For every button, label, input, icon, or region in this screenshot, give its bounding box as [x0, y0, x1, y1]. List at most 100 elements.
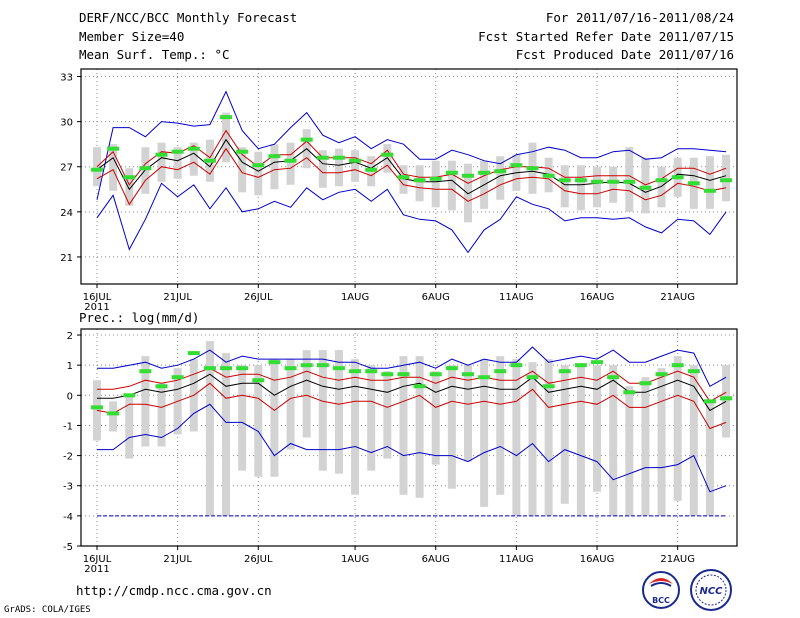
- prec-y-tick-label: -3: [63, 482, 73, 493]
- temp-spread-box: [447, 160, 456, 211]
- prec-x-tick-label: 21AUG: [660, 554, 695, 565]
- prec-observed-mark: [445, 366, 458, 371]
- prec-spread-box: [205, 341, 214, 516]
- prec-observed-mark: [91, 405, 103, 410]
- temp-x-tick-label: 21AUG: [660, 292, 695, 303]
- prec-spread-box: [415, 356, 424, 498]
- temp-spread-box: [157, 142, 166, 182]
- prec-observed-mark: [381, 372, 394, 377]
- temp-observed-mark: [445, 170, 458, 175]
- prec-spread-box: [157, 383, 166, 447]
- temp-min-line: [96, 182, 727, 254]
- prec-spread-box: [399, 356, 408, 495]
- temp-x-tick-label: 11AUG: [499, 292, 534, 303]
- prec-x-tick-label: 21JUL: [163, 554, 192, 565]
- temp-observed-mark: [720, 178, 733, 183]
- temp-observed-mark: [558, 178, 571, 183]
- prec-spread-box: [383, 371, 392, 459]
- temp-observed-mark: [429, 176, 442, 181]
- prec-y-tick-label: 1: [67, 361, 73, 372]
- temp-frame: [80, 68, 738, 285]
- prec-panel: -5 -4 -3 -2 -1 0 1 2 16JUL 21JUL 26JUL 1AUG 6AUG 11AU…: [63, 310, 738, 575]
- prec-observed-mark: [494, 369, 507, 374]
- temp-upper-line: [96, 129, 727, 186]
- prec-x-tick-label: 16JUL: [83, 554, 112, 565]
- prec-y-tick-label: -5: [63, 542, 73, 553]
- temp-spread-box: [705, 156, 714, 209]
- temp-observed-mark: [284, 158, 297, 163]
- temp-y-tick-label: 33: [60, 73, 73, 84]
- temp-y-tick-label: 27: [60, 163, 73, 174]
- temp-observed-mark: [300, 137, 313, 142]
- prec-observed-mark: [655, 372, 668, 377]
- prec-y-tick-label: 2: [67, 331, 73, 342]
- prec-spread-box: [125, 395, 134, 459]
- temp-observed-mark: [574, 178, 587, 183]
- temp-observed-mark: [236, 149, 249, 154]
- temp-lower-line: [96, 147, 727, 206]
- prec-observed-mark: [332, 366, 345, 371]
- prec-spread-box: [625, 386, 634, 516]
- temp-spread-box: [560, 165, 569, 208]
- temp-spread-box: [415, 165, 424, 202]
- prec-y-tick-label: -2: [63, 452, 73, 463]
- prec-spread-box: [141, 356, 150, 447]
- prec-observed-mark: [623, 390, 636, 395]
- temp-observed-mark: [316, 155, 329, 160]
- prec-x-tick-label: 1AUG: [341, 554, 369, 565]
- temp-observed-mark: [655, 178, 668, 183]
- temp-observed-mark: [413, 178, 426, 183]
- temp-spread-box: [173, 147, 182, 179]
- prec-frame: [80, 328, 738, 547]
- prec-x-tick-label: 26JUL: [244, 554, 273, 565]
- prec-observed-mark: [607, 375, 620, 380]
- temp-spread-box: [238, 147, 247, 193]
- temp-spread-box: [722, 154, 731, 202]
- prec-observed-mark: [155, 384, 168, 389]
- forecast-produced-date: Fcst Produced Date 2011/07/16: [515, 47, 734, 62]
- temp-observed-mark: [381, 152, 394, 157]
- prec-y-tick-label: -4: [63, 512, 73, 523]
- temp-spread-box: [93, 147, 101, 187]
- temp-x-tick-label: 21JUL: [163, 292, 192, 303]
- temp-y-tick-label: 30: [60, 118, 73, 129]
- prec-spread-box: [109, 401, 118, 432]
- temp-observed-mark: [123, 175, 136, 180]
- temp-observed-mark: [526, 166, 539, 171]
- prec-observed-mark: [268, 360, 281, 365]
- prec-observed-mark: [510, 363, 523, 368]
- prec-x-tick-label: 11AUG: [499, 554, 534, 565]
- prec-spread-box: [431, 371, 440, 465]
- prec-spread-box: [496, 356, 505, 495]
- prec-observed-mark: [220, 366, 233, 371]
- prec-observed-mark: [558, 369, 571, 374]
- prec-spread-box: [512, 359, 521, 516]
- prec-observed-mark: [107, 411, 120, 416]
- prec-spread-box: [334, 350, 343, 474]
- prec-observed-mark: [139, 369, 152, 374]
- chart-title: DERF/NCC/BCC Monthly Forecast: [79, 10, 298, 25]
- prec-observed-mark: [720, 396, 733, 401]
- temp-spread-box: [609, 166, 618, 203]
- temp-observed-mark: [91, 167, 103, 172]
- prec-observed-mark: [187, 351, 200, 356]
- prec-observed-mark: [703, 399, 716, 404]
- prec-y-tick-label: 0: [67, 391, 73, 402]
- temp-observed-mark: [510, 163, 523, 168]
- temp-observed-mark: [365, 167, 378, 172]
- temp-observed-mark: [478, 170, 491, 175]
- temp-spread-box: [576, 165, 585, 211]
- source-url[interactable]: http://cmdp.ncc.cma.gov.cn: [76, 583, 272, 598]
- prec-spread-box: [351, 359, 360, 495]
- prec-spread-box: [705, 401, 714, 516]
- ncc-logo-text: NCC: [699, 586, 723, 597]
- prec-observed-mark: [687, 369, 700, 374]
- prec-observed-mark: [461, 372, 474, 377]
- prec-observed-mark: [365, 369, 378, 374]
- prec-spread-box: [528, 362, 537, 516]
- temp-observed-mark: [591, 179, 604, 184]
- prec-spread-box: [480, 359, 489, 507]
- prec-observed-mark: [171, 375, 184, 380]
- prec-observed-mark: [671, 363, 684, 368]
